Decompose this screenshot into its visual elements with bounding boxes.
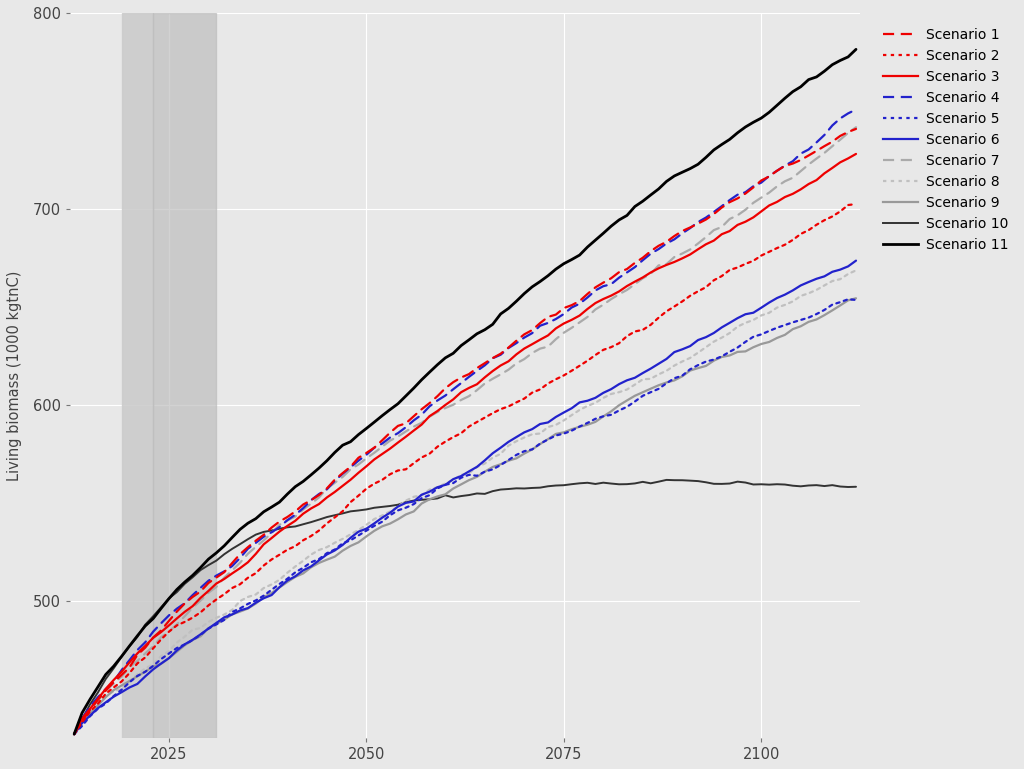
- Bar: [154, 13, 216, 738]
- Legend: Scenario 1, Scenario 2, Scenario 3, Scenario 4, Scenario 5, Scenario 6, Scenario: Scenario 1, Scenario 2, Scenario 3, Scen…: [874, 20, 1017, 260]
- Y-axis label: Living biomass (1000 kgtnC): Living biomass (1000 kgtnC): [7, 270, 22, 481]
- Bar: [122, 13, 154, 738]
